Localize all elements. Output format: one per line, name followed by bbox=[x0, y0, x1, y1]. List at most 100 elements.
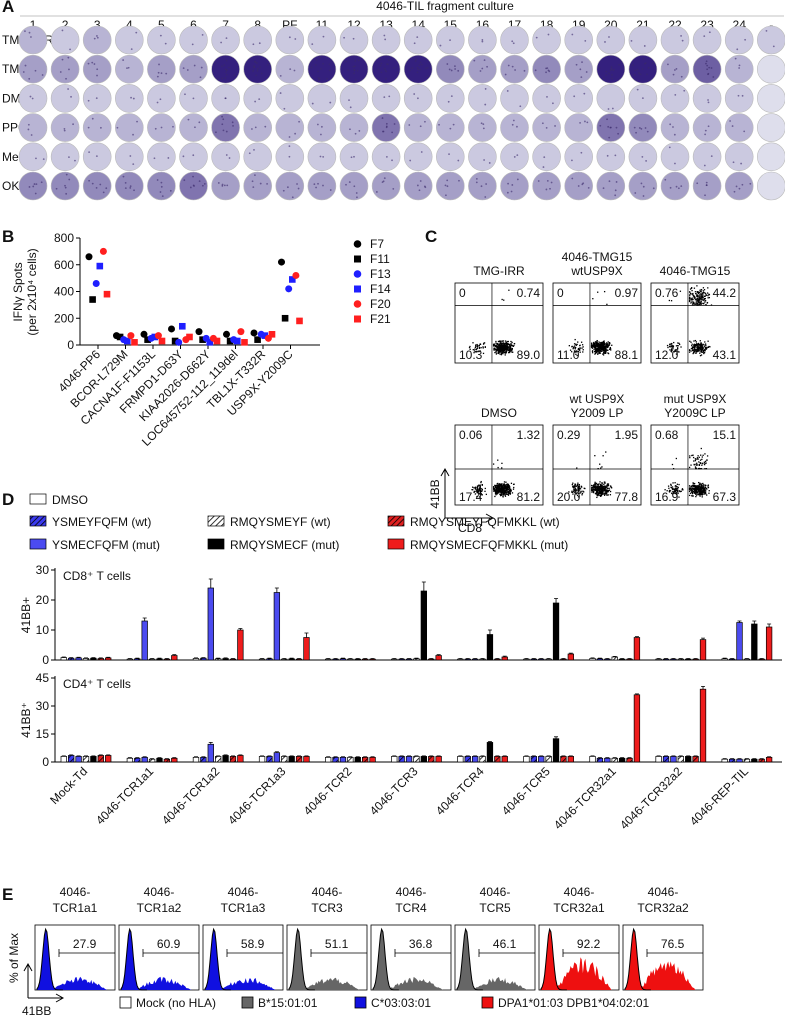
spot bbox=[92, 183, 94, 185]
event bbox=[503, 494, 504, 495]
well bbox=[19, 143, 47, 171]
x-tick-label: 4046-REP-TIL bbox=[687, 764, 751, 828]
spot bbox=[228, 67, 230, 69]
spot bbox=[267, 64, 269, 66]
spot bbox=[706, 182, 708, 184]
bar bbox=[421, 756, 427, 762]
event bbox=[602, 492, 603, 493]
bar-group bbox=[612, 758, 618, 762]
bar-group bbox=[553, 603, 559, 660]
event bbox=[696, 487, 697, 488]
spot bbox=[255, 74, 257, 76]
event bbox=[606, 304, 607, 305]
spot bbox=[427, 75, 429, 77]
plot-title: 4046- bbox=[480, 885, 511, 899]
dot bbox=[282, 315, 289, 322]
spot bbox=[419, 69, 421, 71]
spot bbox=[187, 69, 189, 71]
bar-group bbox=[421, 591, 427, 660]
bar-hatch bbox=[612, 758, 618, 762]
panel-label: B bbox=[2, 227, 14, 246]
spot bbox=[611, 66, 613, 68]
event bbox=[499, 485, 500, 486]
well bbox=[244, 143, 272, 171]
bar-group bbox=[91, 756, 97, 762]
bar-hatch bbox=[399, 756, 405, 762]
bar bbox=[553, 739, 559, 762]
spot bbox=[386, 156, 388, 158]
event bbox=[600, 347, 601, 348]
spot bbox=[448, 153, 450, 155]
spot bbox=[611, 74, 613, 76]
spot bbox=[252, 180, 254, 182]
bar-group bbox=[164, 759, 170, 762]
event bbox=[511, 350, 512, 351]
event bbox=[608, 353, 609, 354]
event bbox=[704, 464, 705, 465]
event bbox=[699, 353, 700, 354]
event bbox=[690, 464, 691, 465]
bar bbox=[553, 603, 559, 660]
bar-hatch bbox=[480, 756, 486, 762]
quadrant-value: 11.0 bbox=[557, 348, 580, 362]
spot bbox=[67, 88, 69, 90]
spot bbox=[347, 69, 349, 71]
spot bbox=[736, 48, 738, 50]
plot-title: 4046- bbox=[648, 885, 679, 899]
x-tick-label: 4046-TCR3 bbox=[367, 764, 421, 818]
dot bbox=[86, 253, 93, 260]
event bbox=[497, 343, 498, 344]
bar-group bbox=[685, 659, 691, 660]
bar-hatch bbox=[693, 756, 699, 762]
bar-group bbox=[663, 756, 669, 762]
plot-title: TCR1a2 bbox=[137, 901, 182, 915]
spot bbox=[417, 71, 419, 73]
event bbox=[692, 353, 693, 354]
spot bbox=[664, 179, 666, 181]
well bbox=[51, 114, 79, 142]
spot bbox=[683, 90, 685, 92]
event bbox=[692, 488, 693, 489]
spot bbox=[704, 134, 706, 136]
spot bbox=[457, 160, 459, 162]
event bbox=[700, 349, 701, 350]
spot bbox=[481, 39, 483, 41]
bar-hatch bbox=[428, 756, 434, 762]
bar bbox=[105, 755, 111, 762]
spot bbox=[280, 92, 282, 94]
bar bbox=[752, 759, 758, 762]
quadrant-value: 1.95 bbox=[615, 428, 639, 442]
spot bbox=[680, 35, 682, 37]
spot bbox=[708, 125, 710, 127]
well bbox=[436, 114, 464, 142]
spot bbox=[576, 64, 578, 66]
spot bbox=[384, 68, 386, 70]
spot bbox=[62, 59, 64, 61]
spot bbox=[486, 66, 488, 68]
legend-swatch bbox=[30, 516, 46, 526]
spot bbox=[23, 71, 25, 73]
y-axis-label: (per 2x10⁴ cells) bbox=[25, 248, 39, 335]
spot bbox=[588, 187, 590, 189]
spot bbox=[256, 62, 258, 64]
spot bbox=[638, 72, 640, 74]
event bbox=[695, 299, 696, 300]
event bbox=[695, 291, 696, 292]
spot bbox=[637, 89, 639, 91]
event bbox=[702, 292, 703, 293]
bar bbox=[238, 755, 244, 762]
spot bbox=[350, 106, 352, 108]
quadrant-value: 67.3 bbox=[713, 490, 737, 504]
well bbox=[661, 114, 689, 142]
bar bbox=[590, 659, 596, 661]
spot bbox=[617, 133, 619, 135]
spot bbox=[739, 65, 741, 67]
spot bbox=[194, 126, 196, 128]
event bbox=[499, 491, 500, 492]
event bbox=[509, 351, 510, 352]
quadrant-value: 20.0 bbox=[557, 490, 581, 504]
spot bbox=[345, 184, 347, 186]
bar-group bbox=[61, 756, 67, 762]
spot bbox=[313, 183, 315, 185]
event bbox=[698, 490, 699, 491]
